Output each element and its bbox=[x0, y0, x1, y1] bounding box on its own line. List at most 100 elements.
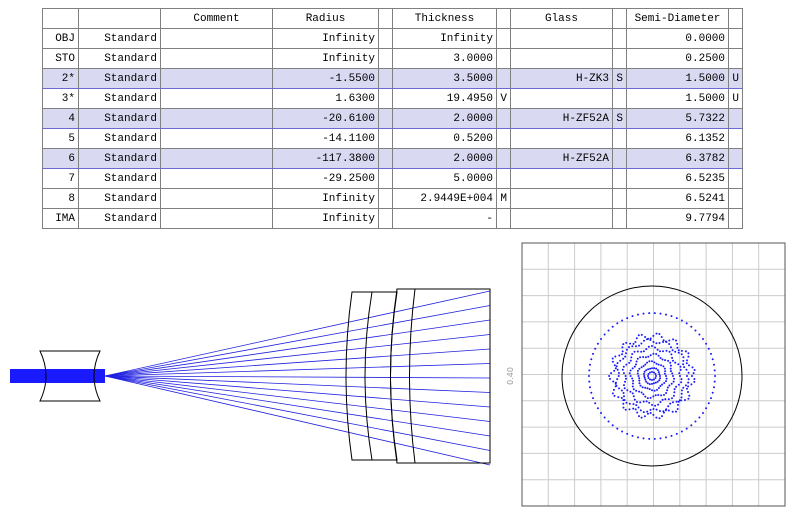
surface-row[interactable]: 7 Standard -29.2500 5.0000 6.5235 bbox=[42, 168, 743, 189]
cell bbox=[378, 168, 393, 189]
spot bbox=[642, 365, 645, 367]
ray bbox=[104, 375, 491, 451]
spot bbox=[611, 424, 614, 427]
spot bbox=[642, 393, 645, 396]
surface-row[interactable]: 3* Standard 1.6300 19.4950 V 1.5000 U bbox=[42, 88, 743, 109]
spot bbox=[632, 379, 635, 382]
spot bbox=[672, 394, 675, 397]
spot bbox=[679, 368, 682, 371]
spot bbox=[707, 402, 710, 405]
cell: Standard bbox=[78, 148, 161, 169]
spot bbox=[675, 317, 678, 320]
spot bbox=[639, 356, 642, 359]
spot bbox=[673, 391, 676, 394]
cell: U bbox=[728, 88, 743, 109]
surface-row[interactable]: 6 Standard -117.3800 2.0000 H-ZF52A 6.3782 bbox=[42, 148, 743, 169]
figures: 0.40 bbox=[10, 242, 786, 507]
spot bbox=[643, 415, 646, 418]
spot bbox=[665, 408, 668, 411]
surface-row[interactable]: 5 Standard -14.1100 0.5200 6.1352 bbox=[42, 128, 743, 149]
cell: Standard bbox=[78, 208, 161, 229]
spot bbox=[682, 386, 685, 389]
cell: 1.5000 bbox=[626, 68, 729, 89]
spot bbox=[635, 389, 638, 392]
spot bbox=[665, 375, 667, 377]
spot bbox=[653, 312, 656, 315]
surface-row[interactable]: 8 Standard Infinity 2.9449E+004 M 6.5241 bbox=[42, 188, 743, 209]
spot bbox=[685, 322, 688, 325]
spot bbox=[638, 379, 641, 382]
spot bbox=[633, 398, 636, 401]
spot bbox=[590, 358, 593, 361]
spot bbox=[621, 430, 624, 433]
spot bbox=[677, 349, 680, 352]
spot bbox=[671, 397, 673, 400]
spot bbox=[664, 370, 667, 373]
spot bbox=[690, 325, 693, 328]
cell: Infinity bbox=[272, 48, 379, 69]
spot bbox=[676, 408, 679, 410]
spot bbox=[657, 371, 660, 374]
input-beam bbox=[10, 369, 105, 383]
spot bbox=[633, 350, 636, 353]
spot bbox=[669, 364, 672, 367]
cell: 5.7322 bbox=[626, 108, 729, 129]
spot bbox=[643, 376, 646, 379]
spot bbox=[639, 401, 642, 404]
spot bbox=[607, 420, 610, 423]
spot bbox=[657, 354, 660, 357]
spot bbox=[679, 375, 681, 377]
spot bbox=[645, 380, 648, 383]
spot bbox=[671, 356, 674, 359]
spot bbox=[635, 337, 638, 340]
spot bbox=[713, 363, 715, 366]
spot bbox=[651, 379, 653, 381]
spot bbox=[613, 364, 616, 367]
cell bbox=[378, 48, 393, 69]
cell: Infinity bbox=[272, 188, 379, 209]
surface-row[interactable]: OBJ Standard Infinity Infinity 0.0000 bbox=[42, 28, 743, 49]
spot bbox=[621, 346, 624, 349]
spot bbox=[661, 398, 664, 401]
cell bbox=[510, 28, 613, 49]
surface-row[interactable]: STO Standard Infinity 3.0000 0.2500 bbox=[42, 48, 743, 69]
spot bbox=[621, 319, 624, 322]
spot bbox=[629, 390, 632, 393]
cell: 19.4950 bbox=[392, 88, 497, 109]
spot bbox=[682, 359, 685, 362]
spot bbox=[615, 365, 618, 368]
spot bbox=[668, 339, 671, 342]
cell: Standard bbox=[78, 48, 161, 69]
spot bbox=[617, 375, 620, 377]
surface-row[interactable]: IMA Standard Infinity - 9.7794 bbox=[42, 208, 743, 229]
header-cell bbox=[728, 8, 743, 29]
cell bbox=[160, 208, 273, 229]
spot bbox=[657, 363, 660, 366]
spot bbox=[644, 378, 647, 381]
spot bbox=[666, 386, 669, 389]
spot bbox=[623, 387, 626, 390]
cell bbox=[160, 68, 273, 89]
cell: -14.1100 bbox=[272, 128, 379, 149]
spot bbox=[640, 391, 643, 394]
surface-row[interactable]: 4 Standard -20.6100 2.0000 H-ZF52A S 5.7322 bbox=[42, 108, 743, 129]
cell: V bbox=[496, 88, 511, 109]
spot bbox=[596, 342, 599, 345]
cell: 2* bbox=[42, 68, 79, 89]
cell: 2.9449E+004 bbox=[392, 188, 497, 209]
spot bbox=[693, 369, 696, 371]
cell bbox=[160, 188, 273, 209]
spot bbox=[648, 437, 651, 440]
cell: 0.5200 bbox=[392, 128, 497, 149]
header-cell bbox=[378, 8, 393, 29]
spot bbox=[625, 341, 628, 344]
surface-row[interactable]: 2* Standard -1.5500 3.5000 H-ZK3 S 1.5000 U bbox=[42, 68, 743, 89]
spot bbox=[680, 392, 683, 395]
cell bbox=[510, 208, 613, 229]
spot bbox=[648, 401, 651, 404]
spot bbox=[656, 369, 659, 372]
spot bbox=[636, 372, 639, 375]
spot bbox=[654, 404, 657, 407]
spot bbox=[659, 357, 662, 359]
header-cell: Comment bbox=[160, 8, 273, 29]
